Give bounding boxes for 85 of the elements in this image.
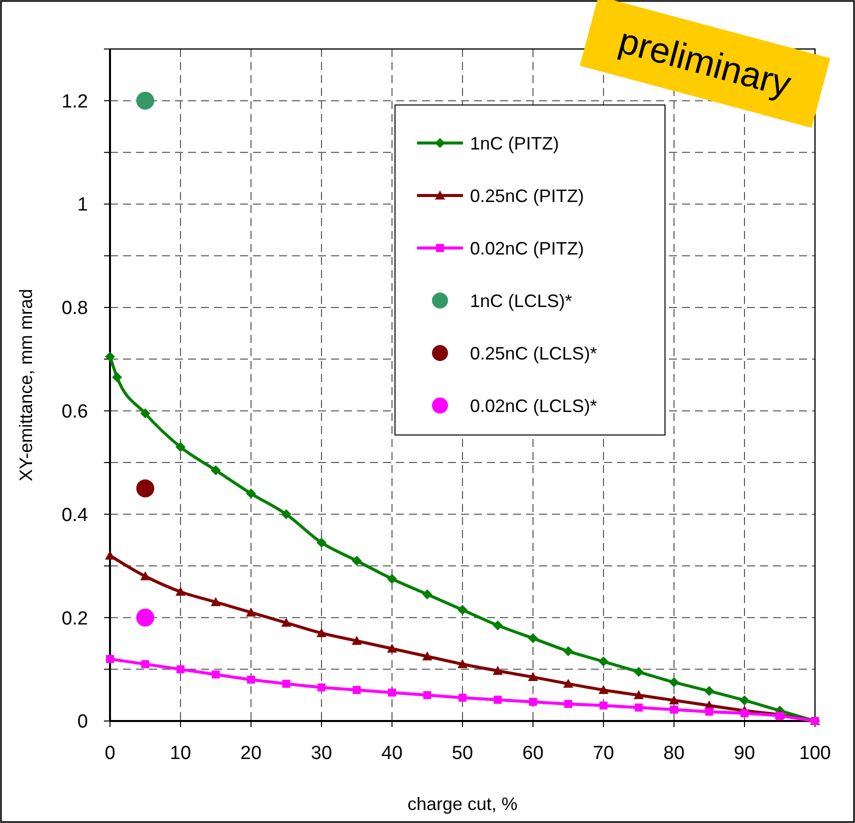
point xyxy=(423,691,432,700)
point xyxy=(316,538,326,548)
point xyxy=(112,372,122,382)
point xyxy=(352,636,362,645)
point xyxy=(458,659,468,668)
y-tick-label: 0.4 xyxy=(62,504,88,526)
point xyxy=(210,465,221,476)
point xyxy=(669,695,679,704)
point xyxy=(105,550,115,560)
point xyxy=(528,672,538,682)
point xyxy=(246,488,256,499)
point xyxy=(352,686,361,694)
point xyxy=(670,706,678,714)
point xyxy=(388,688,396,697)
point xyxy=(140,571,150,580)
x-tick-label: 20 xyxy=(240,743,262,764)
y-tick-label: 1 xyxy=(77,194,88,216)
x-tick-label: 50 xyxy=(452,743,474,764)
legend-label: 1nC (PITZ) xyxy=(470,133,560,154)
point xyxy=(176,665,184,674)
y-tick-label: 0.2 xyxy=(62,608,88,630)
point xyxy=(210,597,221,606)
point xyxy=(600,701,608,710)
point xyxy=(740,709,748,718)
y-tick-label: 0 xyxy=(77,712,88,733)
point xyxy=(247,676,255,684)
y-tick-label: 0.6 xyxy=(62,401,88,422)
point xyxy=(106,654,114,663)
point xyxy=(318,683,326,692)
point xyxy=(281,509,292,520)
point xyxy=(136,479,154,498)
point xyxy=(669,677,679,688)
x-axis-title: charge cut, % xyxy=(407,794,518,814)
point xyxy=(492,666,503,675)
point xyxy=(705,708,714,716)
point xyxy=(352,556,362,566)
point xyxy=(281,618,292,627)
y-axis-title: XY-emittance, mm mrad xyxy=(16,288,36,482)
point xyxy=(564,700,572,708)
legend-label: 0.02nC (PITZ) xyxy=(470,238,584,258)
point xyxy=(422,651,432,660)
point xyxy=(598,656,608,667)
x-tick-label: 100 xyxy=(799,743,831,764)
point xyxy=(492,620,503,630)
point xyxy=(176,442,186,452)
point xyxy=(634,666,644,677)
point xyxy=(282,680,290,688)
legend-label: 0.25nC (PITZ) xyxy=(470,186,584,206)
point xyxy=(740,695,750,706)
point xyxy=(140,408,150,418)
x-tick-label: 70 xyxy=(592,743,614,764)
x-tick-label: 40 xyxy=(381,743,403,764)
point xyxy=(704,686,714,696)
x-tick-label: 30 xyxy=(310,743,332,764)
point xyxy=(136,92,154,110)
y-tick-label: 0.8 xyxy=(62,298,88,320)
point xyxy=(176,586,186,596)
point xyxy=(563,646,574,656)
x-tick-label: 60 xyxy=(522,743,544,764)
legend-label: 0.25nC (LCLS)* xyxy=(470,343,598,364)
x-tick-label: 80 xyxy=(663,743,685,764)
point xyxy=(316,628,326,638)
x-tick-label: 10 xyxy=(170,743,192,764)
point xyxy=(494,696,502,704)
x-tick-label: 90 xyxy=(734,743,756,764)
point xyxy=(212,670,220,678)
point xyxy=(387,574,397,584)
point xyxy=(141,660,150,668)
point xyxy=(246,607,256,616)
legend-label: 0.02nC (LCLS)* xyxy=(470,396,598,416)
point xyxy=(634,704,643,712)
point xyxy=(598,684,608,694)
point xyxy=(529,698,537,706)
point xyxy=(528,633,538,644)
legend-label: 1nC (LCLS)* xyxy=(470,290,572,311)
point xyxy=(136,608,154,627)
point xyxy=(387,644,397,653)
point xyxy=(105,352,115,362)
x-tick-label: 0 xyxy=(104,743,116,764)
point xyxy=(422,589,432,600)
y-tick-label: 1.2 xyxy=(62,91,88,112)
point xyxy=(634,690,644,700)
point xyxy=(458,694,466,702)
point xyxy=(563,678,574,688)
point xyxy=(458,604,468,615)
